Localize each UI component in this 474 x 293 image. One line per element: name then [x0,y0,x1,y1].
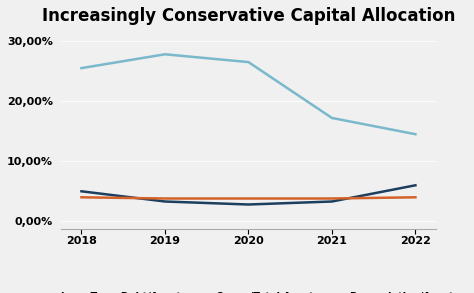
Legend: Long-Term Debt/Assets, Capex/Total Assets, Depreciation/Assets: Long-Term Debt/Assets, Capex/Total Asset… [34,288,463,293]
Long-Term Debt/Assets [246,60,251,64]
Capex/Total Assets [79,190,84,193]
Capex/Total Assets [162,200,168,203]
Title: Increasingly Conservative Capital Allocation: Increasingly Conservative Capital Alloca… [42,7,455,25]
Depreciation/Assets [412,195,418,199]
Line: Long-Term Debt/Assets: Long-Term Debt/Assets [82,54,415,134]
Line: Capex/Total Assets: Capex/Total Assets [82,185,415,205]
Long-Term Debt/Assets [329,116,335,120]
Depreciation/Assets [246,197,251,200]
Long-Term Debt/Assets [79,66,84,70]
Depreciation/Assets [79,195,84,199]
Long-Term Debt/Assets [162,52,168,56]
Capex/Total Assets [329,200,335,203]
Capex/Total Assets [246,203,251,206]
Line: Depreciation/Assets: Depreciation/Assets [82,197,415,198]
Depreciation/Assets [329,197,335,200]
Depreciation/Assets [162,197,168,200]
Long-Term Debt/Assets [412,132,418,136]
Capex/Total Assets [412,183,418,187]
